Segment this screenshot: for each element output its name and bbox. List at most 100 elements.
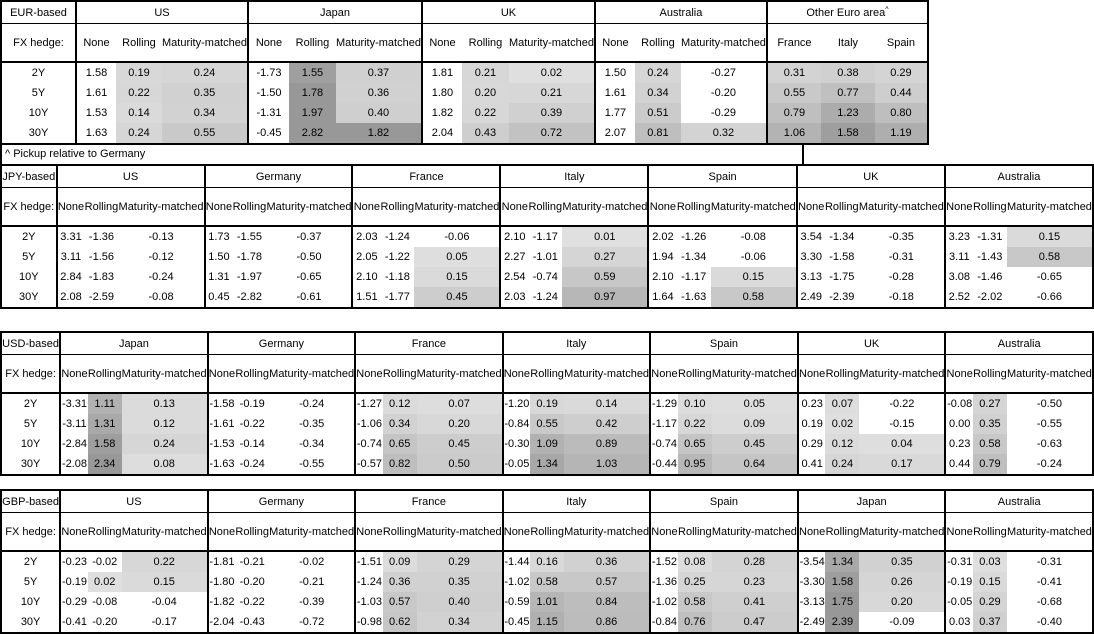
row-label-10y: 10Y [1, 434, 62, 454]
row-label-2y: 2Y [1, 62, 77, 83]
value-cell: 0.05 [711, 393, 798, 414]
value-cell: -0.50 [1036, 398, 1062, 410]
group-header-australia: Australia [943, 165, 1093, 188]
value-cell: 0.36 [335, 83, 422, 103]
value-cell: -0.22 [239, 596, 265, 608]
subcol-header-rolling: Rolling [87, 512, 122, 552]
group-header-uk: UK [796, 332, 946, 355]
value-cell: -0.24 [148, 271, 174, 283]
group-header-label: Japan [856, 495, 887, 508]
value-cell: -0.23 [59, 551, 88, 572]
value-cell: -1.58 [206, 393, 236, 414]
value-cell: -1.24 [384, 231, 410, 243]
value-cell: 0.62 [382, 612, 417, 633]
value-cell: 2.03 [499, 287, 529, 308]
value-cell: -0.17 [151, 616, 177, 628]
value-cell: 0.14 [116, 103, 162, 123]
group-header-label: US [126, 495, 142, 508]
value-cell: -2.49 [796, 612, 826, 633]
value-cell: 1.03 [564, 454, 651, 475]
value-cell: 0.97 [562, 287, 649, 308]
subcol-header-maturity-matched: Maturity-matched [564, 512, 651, 552]
group-header-label: UK [500, 6, 517, 19]
value-cell: -3.31 [59, 393, 88, 414]
value-cell: -1.01 [532, 251, 558, 263]
subcol-header-none: None [649, 354, 678, 394]
subcol-header-rolling: Rolling [972, 512, 1007, 552]
subcol-header-none: None [943, 187, 973, 227]
value-cell: -0.55 [1036, 418, 1062, 430]
value-cell: 0.44 [874, 83, 928, 103]
value-cell: -1.26 [681, 231, 707, 243]
subcol-header-rolling: Rolling [530, 354, 565, 394]
value-cell: 0.89 [564, 434, 651, 454]
value-cell: -0.59 [501, 592, 531, 612]
value-cell: 0.38 [820, 62, 875, 83]
spacer [0, 309, 1094, 331]
value-cell: -3.11 [59, 414, 88, 434]
value-cell: -0.30 [501, 434, 531, 454]
value-cell: 0.82 [382, 454, 417, 475]
value-cell: 0.59 [562, 267, 649, 287]
value-cell: -1.78 [236, 251, 262, 263]
value-cell: 0.31 [765, 62, 821, 83]
value-cell: -0.44 [649, 454, 678, 475]
value-cell: 2.02 [647, 226, 677, 247]
subcol-header-maturity-matched: Maturity-matched [711, 512, 798, 552]
group-header-label: US [154, 6, 170, 19]
value-cell: -1.34 [681, 251, 707, 263]
value-cell: 3.11 [943, 247, 973, 267]
value-cell: 1.58 [820, 123, 875, 144]
row-label-5y: 5Y [1, 572, 62, 592]
value-cell: -0.34 [299, 438, 325, 450]
value-cell: 3.31 [55, 226, 85, 247]
value-cell: 0.34 [162, 103, 248, 123]
fx-hedge-label: FX hedge: [1, 354, 62, 394]
value-cell: 0.24 [825, 454, 860, 475]
value-cell: 0.45 [416, 434, 503, 454]
subcol-header-none: None [206, 512, 236, 552]
subcol-header-maturity-matched: Maturity-matched [680, 23, 767, 63]
subcol-header-rolling: Rolling [232, 187, 267, 227]
value-cell: 0.84 [564, 592, 651, 612]
value-cell: -0.74 [649, 434, 678, 454]
subcol-header-maturity-matched: Maturity-matched [121, 512, 208, 552]
value-cell: -0.41 [1036, 576, 1062, 588]
value-cell: -0.09 [889, 616, 915, 628]
value-cell: 0.26 [859, 572, 946, 592]
subcol-header-maturity-matched: Maturity-matched [269, 512, 356, 552]
value-cell: -1.31 [977, 231, 1003, 243]
subcol-header-none: None [795, 187, 825, 227]
group-header-france: France [354, 332, 503, 355]
value-cell: 1.50 [203, 247, 233, 267]
table-jpy-based: JPY-based US Germany France Italy Spain UK Aust… [0, 164, 1094, 309]
value-cell: 1.58 [825, 572, 860, 592]
value-cell: 0.44 [944, 454, 973, 475]
value-cell: 0.37 [972, 612, 1007, 633]
group-header-us: US [75, 1, 248, 24]
table-container-gbp: GBP-based US Germany France Italy Spain Japan A… [0, 489, 1094, 634]
subcol-header-none: None [944, 512, 973, 552]
value-cell: 0.27 [972, 393, 1007, 414]
value-cell: 1.09 [530, 434, 565, 454]
table-gbp-based: GBP-based US Germany France Italy Spain Japan A… [0, 489, 1094, 634]
value-cell: 0.34 [634, 83, 681, 103]
subcol-header-maturity-matched: Maturity-matched [162, 23, 248, 63]
subcol-header-italy: Italy [820, 23, 875, 63]
value-cell: -0.27 [710, 67, 736, 79]
value-cell: -0.29 [59, 592, 88, 612]
value-cell: -1.17 [532, 231, 558, 243]
table-container-jpy: JPY-based US Germany France Italy Spain UK Aust… [0, 164, 1094, 309]
value-cell: 2.10 [647, 267, 677, 287]
value-cell: -0.65 [296, 271, 322, 283]
value-cell: -0.21 [299, 576, 325, 588]
group-header-spain: Spain [647, 165, 797, 188]
footnote-pickup-relative-to-germany: ^ Pickup relative to Germany [0, 145, 804, 164]
value-cell: -1.61 [206, 414, 236, 434]
value-cell: 0.35 [859, 551, 946, 572]
footnote-marker: ^ [885, 5, 889, 13]
subcol-header-none: None [206, 354, 236, 394]
value-cell: 0.02 [825, 414, 860, 434]
value-cell: -2.04 [206, 612, 236, 633]
value-cell: 0.09 [711, 414, 798, 434]
